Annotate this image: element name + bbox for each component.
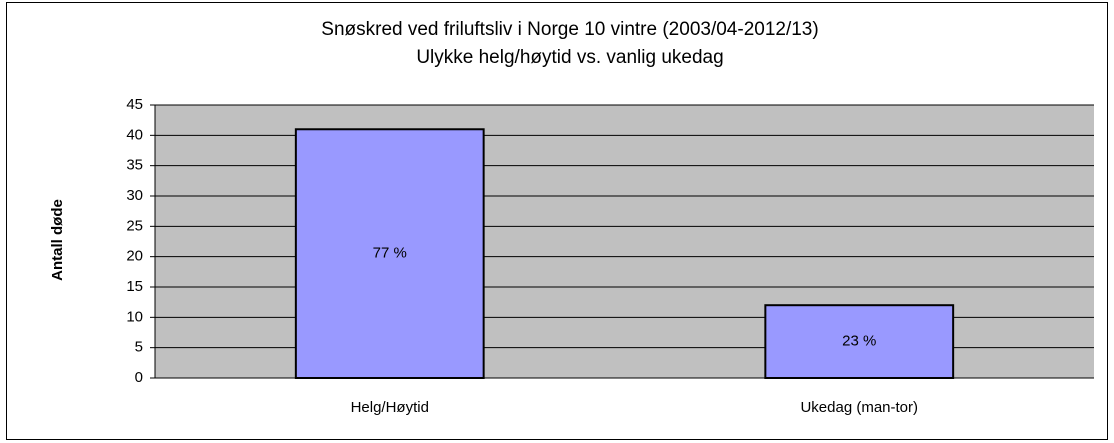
y-tick-label: 30 [126,187,143,204]
y-axis-label: Antall døde [49,199,66,281]
bar [294,128,485,379]
y-tick-label: 40 [126,126,143,143]
y-tick-label: 0 [135,369,143,386]
bar [764,304,955,380]
bar-annotation: 23 % [842,333,876,350]
chart-title: Snøskred ved friluftsliv i Norge 10 vint… [321,19,818,40]
bar-annotation: 77 % [373,245,407,262]
y-tick-label: 5 [135,339,143,356]
x-tick-label: Ukedag (man-tor) [800,399,918,416]
y-tick-label: 45 [126,96,143,113]
y-tick-label: 15 [126,278,143,295]
x-tick-label: Helg/Høytid [351,399,429,416]
y-tick-label: 25 [126,217,143,234]
y-tick-label: 35 [126,157,143,174]
y-tick-label: 20 [126,248,143,265]
chart-subtitle: Ulykke helg/høytid vs. vanlig ukedag [416,47,723,68]
y-tick-label: 10 [126,308,143,325]
